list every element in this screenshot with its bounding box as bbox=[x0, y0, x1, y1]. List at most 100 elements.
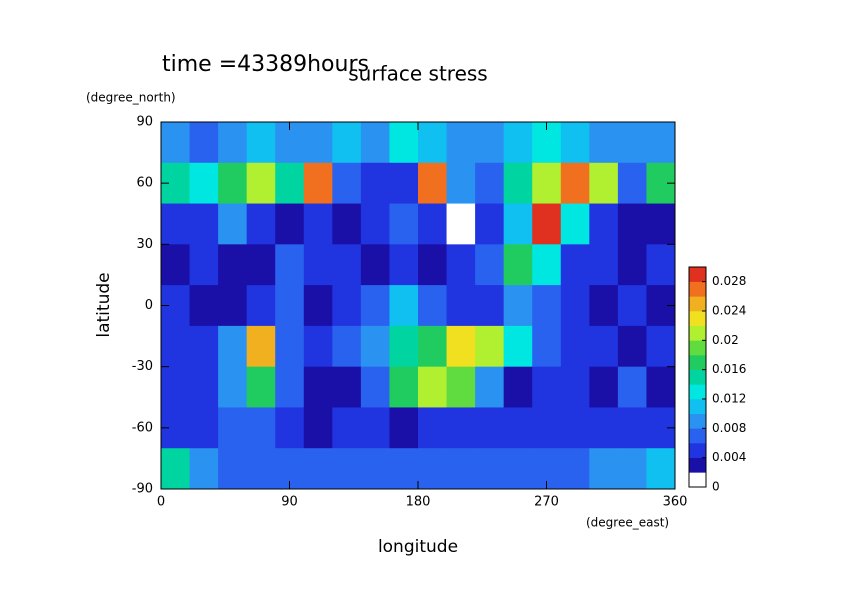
colorbar-segment bbox=[689, 443, 706, 458]
colorbar-segment bbox=[689, 267, 706, 282]
field-cell bbox=[303, 325, 333, 368]
field-cell bbox=[303, 285, 333, 327]
field-cell bbox=[189, 407, 219, 449]
field-cell bbox=[560, 325, 590, 368]
field-cell bbox=[389, 448, 419, 490]
field-cell bbox=[560, 162, 590, 205]
field-cell bbox=[275, 407, 305, 449]
field-cell bbox=[360, 244, 390, 286]
field-cell bbox=[275, 203, 305, 245]
field-cell bbox=[418, 448, 448, 490]
field-cell bbox=[303, 366, 333, 408]
field-cell bbox=[446, 244, 476, 286]
field-cell bbox=[418, 244, 448, 286]
field-cell bbox=[161, 325, 191, 368]
field-cell bbox=[218, 407, 248, 449]
field-cell bbox=[189, 122, 219, 164]
colorbar-frame bbox=[688, 266, 707, 488]
field-cell bbox=[475, 448, 505, 490]
x-axis-label: longitude bbox=[378, 537, 458, 557]
field-cell bbox=[389, 203, 419, 245]
field-cell bbox=[189, 325, 219, 368]
x-unit: (degree_east) bbox=[586, 516, 669, 530]
colorbar-segment bbox=[689, 355, 706, 370]
field-cell bbox=[246, 203, 276, 245]
field-cell bbox=[218, 366, 248, 408]
field-cell bbox=[646, 244, 676, 286]
field-cell bbox=[275, 244, 305, 286]
field-cell bbox=[560, 448, 590, 490]
field-cell bbox=[161, 244, 191, 286]
x-tick-label: 0 bbox=[157, 495, 165, 510]
colorbar-tick-label: 0.008 bbox=[712, 421, 746, 435]
field-cell bbox=[646, 448, 676, 490]
field-cell bbox=[360, 407, 390, 449]
colorbar-segment bbox=[689, 384, 706, 400]
colorbar-segment bbox=[689, 428, 706, 444]
field-cell bbox=[161, 448, 191, 490]
field-cell bbox=[446, 122, 476, 164]
colorbar-tick-label: 0 bbox=[712, 480, 720, 494]
field-cell bbox=[475, 285, 505, 327]
field-cell bbox=[617, 407, 647, 449]
field-cell bbox=[503, 325, 533, 368]
field-cell bbox=[389, 366, 419, 408]
field-cell bbox=[218, 203, 248, 245]
y-tick-label: -60 bbox=[132, 420, 153, 435]
field-cell bbox=[617, 325, 647, 368]
field-cell bbox=[503, 162, 533, 205]
y-tick-label: 0 bbox=[145, 298, 153, 313]
colorbar-segment bbox=[689, 281, 706, 297]
field-cell bbox=[503, 366, 533, 408]
field-cell bbox=[332, 285, 362, 327]
colorbar-segment bbox=[689, 472, 706, 488]
field-cell bbox=[218, 325, 248, 368]
field-cell bbox=[332, 448, 362, 490]
field-cell bbox=[246, 407, 276, 449]
field-cell bbox=[532, 244, 562, 286]
field-cell bbox=[589, 162, 619, 205]
field-cell bbox=[646, 122, 676, 164]
colorbar-segment bbox=[689, 369, 706, 385]
field-cell bbox=[589, 366, 619, 408]
field-cell bbox=[303, 244, 333, 286]
field-cell bbox=[532, 285, 562, 327]
field-cell bbox=[218, 448, 248, 490]
x-tick-label: 90 bbox=[281, 495, 298, 510]
field-cell bbox=[332, 162, 362, 205]
field-cell bbox=[503, 122, 533, 164]
field-cell bbox=[246, 448, 276, 490]
y-tick-label: 90 bbox=[136, 115, 153, 130]
field-cell bbox=[332, 203, 362, 245]
field-cell bbox=[503, 244, 533, 286]
colorbar-tick-label: 0.012 bbox=[712, 392, 746, 406]
field-cell bbox=[418, 366, 448, 408]
field-cell bbox=[303, 407, 333, 449]
field-cell bbox=[475, 366, 505, 408]
field-cell bbox=[161, 122, 191, 164]
field-cell bbox=[218, 285, 248, 327]
field-cell bbox=[617, 285, 647, 327]
field-cell bbox=[475, 407, 505, 449]
x-tick-label: 180 bbox=[406, 495, 431, 510]
field-cell bbox=[389, 285, 419, 327]
field-cell bbox=[246, 244, 276, 286]
field-cell bbox=[503, 285, 533, 327]
field-cell bbox=[446, 325, 476, 368]
field-cell bbox=[360, 122, 390, 164]
field-cell bbox=[189, 285, 219, 327]
field-cell bbox=[246, 366, 276, 408]
field-cell bbox=[189, 244, 219, 286]
x-tick-label: 270 bbox=[534, 495, 559, 510]
field-cell bbox=[589, 285, 619, 327]
field-cell bbox=[589, 407, 619, 449]
y-tick-label: 30 bbox=[136, 237, 153, 252]
field-cell bbox=[275, 366, 305, 408]
field-cell bbox=[189, 203, 219, 245]
field-cell bbox=[589, 244, 619, 286]
field-cell bbox=[532, 162, 562, 205]
field-cell bbox=[360, 325, 390, 368]
y-tick-label: 60 bbox=[136, 176, 153, 191]
chart-subtitle: time =43389hours bbox=[162, 52, 369, 77]
